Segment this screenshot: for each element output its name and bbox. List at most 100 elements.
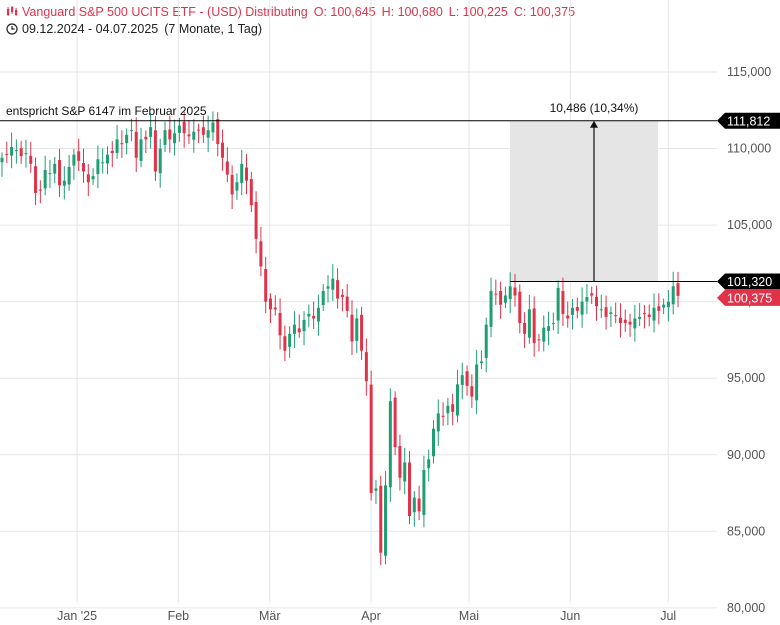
candle xyxy=(623,309,627,332)
candle xyxy=(264,256,268,314)
x-tick-label: Jul xyxy=(660,609,676,623)
candle-body xyxy=(48,173,52,175)
candle xyxy=(10,132,14,169)
candle-body xyxy=(67,166,71,185)
candle xyxy=(197,123,201,143)
candle xyxy=(499,281,503,319)
candle-body xyxy=(5,153,9,155)
y-tick-label: 105,000 xyxy=(727,218,772,232)
candle-body xyxy=(240,163,244,183)
candle xyxy=(542,315,546,352)
candle xyxy=(192,119,196,153)
candle-body xyxy=(283,336,287,351)
candle xyxy=(245,154,249,195)
candle xyxy=(412,491,416,527)
candle xyxy=(110,141,114,168)
candle-body xyxy=(58,160,62,186)
candle xyxy=(479,350,483,370)
candle xyxy=(532,296,536,357)
candle-body xyxy=(297,328,301,333)
candle-body xyxy=(273,307,277,310)
candle xyxy=(48,159,52,189)
candle xyxy=(177,117,181,142)
candle-body xyxy=(623,319,627,324)
candlestick-icon xyxy=(7,6,18,16)
price-tag-2: 100,375 xyxy=(717,289,780,306)
candle-body xyxy=(82,163,86,172)
candle xyxy=(211,111,215,141)
candle xyxy=(518,284,522,334)
candle-body xyxy=(494,293,498,295)
candle-body xyxy=(101,162,105,164)
candle-body xyxy=(561,291,565,314)
candle xyxy=(38,180,42,204)
candle-body xyxy=(436,413,440,432)
candle-body xyxy=(345,296,349,311)
candle-body xyxy=(518,291,522,324)
instrument-row: Vanguard S&P 500 UCITS ETF - (USD) Distr… xyxy=(6,4,581,21)
candle-body xyxy=(571,307,575,315)
candle xyxy=(556,280,560,335)
candle xyxy=(297,314,301,338)
candle-body xyxy=(384,485,388,556)
candle xyxy=(647,304,651,327)
candle-body xyxy=(158,148,162,174)
x-tick-label: Mär xyxy=(259,609,281,623)
candle xyxy=(408,451,412,524)
candle xyxy=(206,115,210,153)
close-value: C: 100,375 xyxy=(513,5,576,19)
candle-body xyxy=(216,119,220,144)
candle-body xyxy=(173,133,177,144)
candle-body xyxy=(288,333,292,347)
candle-body xyxy=(211,122,215,133)
candle-body xyxy=(633,318,637,329)
candle xyxy=(29,141,33,173)
candle-body xyxy=(460,375,464,385)
candle-body xyxy=(408,462,412,516)
candle xyxy=(316,294,320,336)
candle-body xyxy=(336,280,340,299)
candle-body xyxy=(225,161,229,175)
candle-body xyxy=(609,312,613,315)
candle-body xyxy=(551,323,555,325)
candle-body xyxy=(662,304,666,308)
candle-body xyxy=(527,309,531,338)
candle xyxy=(618,303,622,338)
candle xyxy=(187,120,191,145)
candle-body xyxy=(62,180,66,186)
candle-body xyxy=(43,169,47,189)
candle-body xyxy=(168,129,172,140)
candle-body xyxy=(34,166,38,193)
x-tick-label: Feb xyxy=(168,609,190,623)
candle xyxy=(230,165,234,209)
candle xyxy=(259,226,263,277)
measure-tool[interactable]: 10,486 (10,34%) xyxy=(510,101,658,282)
candle-body xyxy=(412,497,416,513)
candle-body xyxy=(532,308,536,343)
price-levels[interactable]: entspricht S&P 6147 im Februar 2025 111,8… xyxy=(0,104,780,306)
y-axis: 115,000110,000105,000100,00095,00090,000… xyxy=(727,65,772,615)
candle xyxy=(561,277,565,326)
candle-body xyxy=(249,179,253,206)
candle-body xyxy=(19,148,23,157)
candle xyxy=(225,147,229,183)
candle-body xyxy=(547,326,551,331)
candle-body xyxy=(566,315,570,319)
candle xyxy=(115,125,119,159)
y-tick-label: 110,000 xyxy=(727,142,771,156)
candle-body xyxy=(508,286,512,299)
candle-body xyxy=(513,287,517,296)
candle-body xyxy=(575,307,579,311)
candle xyxy=(331,264,335,302)
candle xyxy=(580,287,584,328)
candle xyxy=(441,402,445,426)
candle xyxy=(537,333,541,352)
candle xyxy=(652,293,656,333)
candle xyxy=(427,449,431,482)
candle-body xyxy=(355,318,359,341)
candle-body xyxy=(604,307,608,317)
candle xyxy=(388,388,392,502)
candle xyxy=(355,308,359,353)
candle xyxy=(599,294,603,318)
